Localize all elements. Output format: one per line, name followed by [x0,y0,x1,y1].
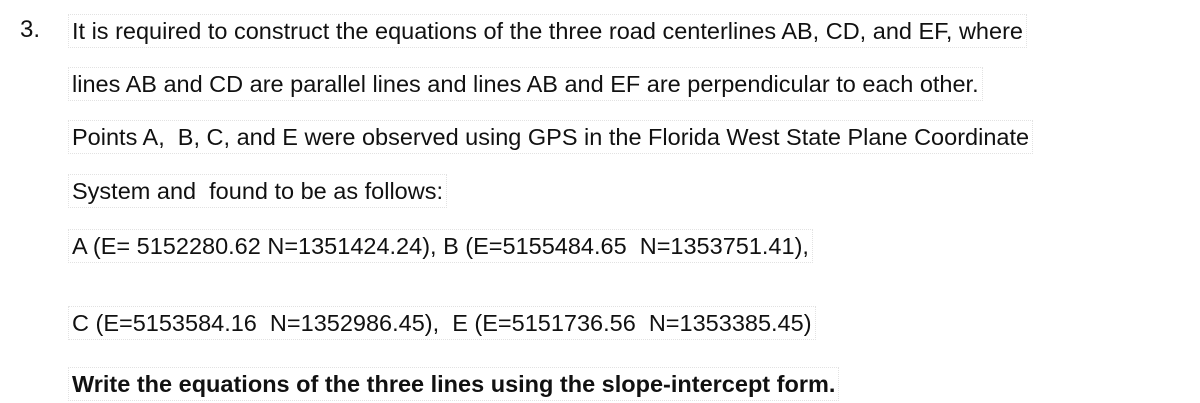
item-number: 3. [20,16,41,43]
text-line: It is required to construct the equation… [68,14,1027,48]
text-line: lines AB and CD are parallel lines and l… [68,67,983,101]
text-line: System and found to be as follows: [68,174,447,208]
coordinates-line: A (E= 5152280.62 N=1351424.24), B (E=515… [68,229,813,263]
coordinates-line: C (E=5153584.16 N=1352986.45), E (E=5151… [68,306,816,340]
text-line: Points A, B, C, and E were observed usin… [68,120,1034,154]
task-instruction: Write the equations of the three lines u… [68,367,840,401]
